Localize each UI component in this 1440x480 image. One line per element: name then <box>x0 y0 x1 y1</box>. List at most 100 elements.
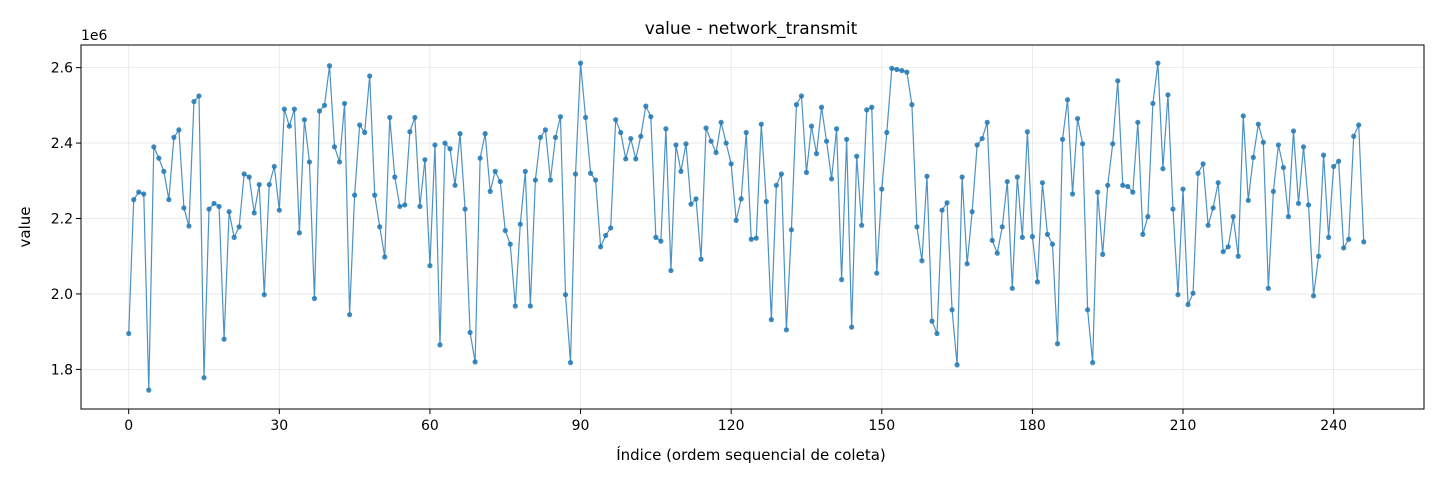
data-point <box>818 104 825 110</box>
data-point <box>1170 206 1176 212</box>
data-point <box>854 153 860 159</box>
data-point <box>221 336 227 342</box>
data-point <box>833 126 840 132</box>
data-point <box>321 102 328 108</box>
data-point <box>1210 205 1216 211</box>
data-point <box>276 207 282 213</box>
data-point <box>663 126 669 132</box>
data-point <box>839 277 845 283</box>
data-point <box>1215 180 1221 186</box>
y-tick-label: 2.2 <box>51 212 73 228</box>
data-point <box>1019 234 1025 240</box>
data-point <box>1165 92 1171 98</box>
data-point <box>497 178 503 185</box>
data-point <box>1110 141 1116 147</box>
data-point <box>808 123 815 129</box>
data-point <box>598 244 604 250</box>
data-point <box>1115 78 1121 84</box>
data-point <box>743 129 749 136</box>
data-point <box>1250 154 1256 161</box>
data-point <box>914 224 920 230</box>
data-point <box>306 159 313 165</box>
data-point <box>156 155 162 161</box>
data-point <box>171 134 177 141</box>
data-point <box>1054 341 1061 347</box>
data-point <box>778 171 784 177</box>
data-point <box>397 203 403 210</box>
data-point <box>126 330 132 337</box>
data-point <box>1351 133 1357 139</box>
data-point <box>562 292 569 298</box>
data-point <box>708 138 714 144</box>
data-point <box>537 134 543 141</box>
data-point <box>643 103 649 109</box>
data-point <box>618 129 624 136</box>
x-tick-label: 240 <box>1320 418 1347 434</box>
data-point <box>1064 97 1071 103</box>
data-point <box>1160 166 1166 172</box>
data-point <box>1140 231 1146 237</box>
data-point <box>803 169 810 176</box>
data-point <box>281 106 287 112</box>
data-point <box>738 196 744 202</box>
data-point <box>512 303 518 309</box>
data-point <box>788 227 795 233</box>
data-point <box>979 135 985 142</box>
data-point <box>974 142 980 148</box>
data-point <box>176 127 182 133</box>
data-point <box>1361 239 1367 245</box>
data-point <box>502 227 508 234</box>
data-point <box>623 156 629 162</box>
data-point <box>758 121 764 127</box>
data-point <box>1095 189 1101 195</box>
data-point <box>1034 279 1041 285</box>
data-point <box>693 196 699 202</box>
data-point <box>567 360 574 366</box>
data-point <box>1315 253 1322 259</box>
y-tick-label: 1.8 <box>51 362 73 378</box>
data-point <box>648 114 654 120</box>
data-point <box>1180 186 1186 192</box>
y-offset-label: 1e6 <box>81 28 108 44</box>
x-axis-label: Índice (ordem sequencial de coleta) <box>616 445 886 464</box>
data-point <box>1200 161 1206 167</box>
data-point <box>1014 174 1020 180</box>
data-point <box>1004 178 1010 185</box>
data-point <box>341 100 348 107</box>
data-point <box>507 241 513 247</box>
data-point <box>864 107 870 113</box>
data-point <box>271 163 277 170</box>
data-point <box>593 177 599 183</box>
data-point <box>1024 129 1030 135</box>
data-point <box>603 232 609 239</box>
data-point <box>889 65 895 71</box>
data-point <box>768 317 774 323</box>
data-point <box>1326 234 1332 240</box>
data-point <box>557 114 564 120</box>
data-point <box>201 375 207 381</box>
data-point <box>633 156 639 162</box>
data-point <box>241 171 247 177</box>
data-point <box>934 330 940 337</box>
data-point <box>1185 301 1191 308</box>
data-point <box>1039 180 1046 186</box>
data-point <box>377 224 383 230</box>
data-point <box>462 206 468 212</box>
data-point <box>472 359 478 365</box>
data-point <box>357 122 363 128</box>
data-point <box>362 129 368 136</box>
data-point <box>1300 144 1307 150</box>
x-tick-label: 120 <box>718 418 745 434</box>
series-layer <box>126 60 1367 393</box>
data-point <box>959 174 965 180</box>
data-point <box>753 235 759 241</box>
data-point <box>1240 113 1246 119</box>
data-point <box>392 174 398 180</box>
y-tick-label: 2.4 <box>51 136 73 152</box>
data-point <box>311 295 318 302</box>
data-point <box>587 170 594 176</box>
data-point <box>1265 285 1271 291</box>
data-point <box>944 200 950 206</box>
data-point <box>301 117 308 123</box>
